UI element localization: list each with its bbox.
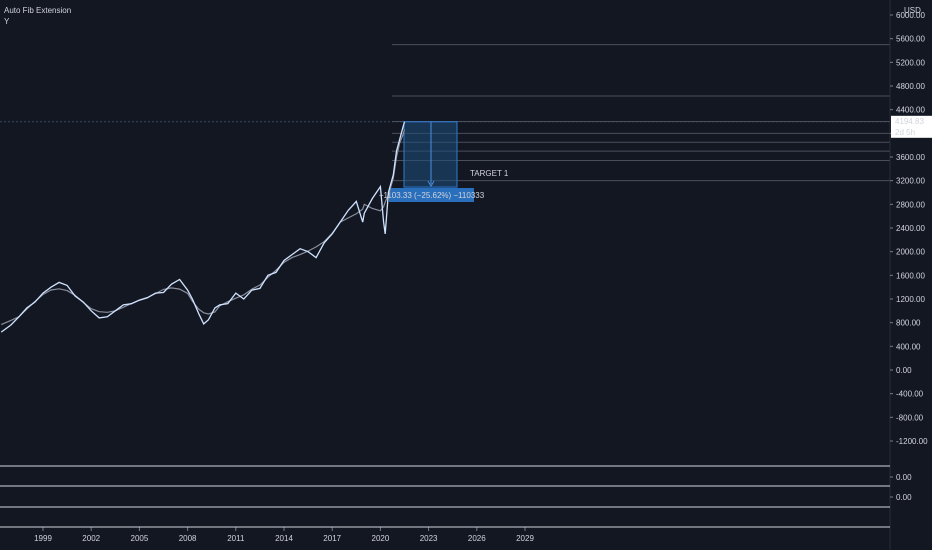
- x-tick-label: 2020: [372, 534, 390, 543]
- price-line: [0, 121, 406, 333]
- target-label: TARGET 1: [470, 169, 509, 178]
- y-tick-label: 0.00: [896, 366, 912, 375]
- price-series: [0, 121, 406, 333]
- y-tick-label: 2800.00: [896, 200, 925, 209]
- x-tick-label: 2029: [516, 534, 534, 543]
- y-tick-label: 5600.00: [896, 35, 925, 44]
- y-tick-label: 400.00: [896, 342, 921, 351]
- y-tick-label: 1600.00: [896, 271, 925, 280]
- currency-label: USD: [904, 6, 921, 15]
- x-tick-label: 2011: [227, 534, 245, 543]
- y-tick-label: 1200.00: [896, 295, 925, 304]
- pane-value-label: 0.00: [896, 493, 912, 502]
- x-tick-label: 2017: [323, 534, 341, 543]
- pane-value-label: 0.00: [896, 473, 912, 482]
- last-price-label: 4194.83: [895, 117, 924, 126]
- x-tick-label: 2008: [179, 534, 197, 543]
- x-tick-label: 2005: [131, 534, 149, 543]
- x-tick-label: 2002: [82, 534, 100, 543]
- y-tick-label: 3600.00: [896, 153, 925, 162]
- x-tick-label: 2026: [468, 534, 486, 543]
- measure-label-box[interactable]: [389, 188, 474, 202]
- measure-label: −1103.33 (−25.62%) −110333: [379, 191, 485, 200]
- x-tick-label: 2014: [275, 534, 293, 543]
- measure-arrow-head: [427, 180, 435, 188]
- x-tick-label: 1999: [34, 534, 52, 543]
- chart-title: Auto Fib Extension Y: [4, 5, 71, 27]
- y-tick-label: 4400.00: [896, 106, 925, 115]
- last-price-box[interactable]: [891, 115, 932, 138]
- y-tick-label: -1200.00: [896, 437, 928, 446]
- y-tick-label: 800.00: [896, 319, 921, 328]
- measure-tool[interactable]: −1103.33 (−25.62%) −110333 TARGET 1: [379, 121, 509, 202]
- y-tick-label: 4800.00: [896, 82, 925, 91]
- y-tick-label: 2000.00: [896, 248, 925, 257]
- y-tick-label: 6000.00: [896, 11, 925, 20]
- x-tick-label: 2023: [420, 534, 438, 543]
- y-tick-label: -400.00: [896, 390, 924, 399]
- time-scale[interactable]: 1999 2002 2005 2008 2011 2014 2017 2020 2023 2026…: [34, 527, 534, 543]
- bar-countdown-label: 2d 5h: [895, 128, 915, 137]
- y-tick-label: 3200.00: [896, 177, 925, 186]
- interval-label: Y: [4, 17, 10, 26]
- indicator-name: Auto Fib Extension: [4, 6, 72, 15]
- y-tick-label: -800.00: [896, 413, 924, 422]
- y-tick-label: 5200.00: [896, 58, 925, 67]
- y-tick-label: 2400.00: [896, 224, 925, 233]
- moving-average-line: [0, 129, 406, 326]
- price-scale[interactable]: 6000.005600.005200.004800.004400.004000.…: [889, 0, 932, 550]
- lower-panes: 0.00 0.00: [0, 465, 912, 528]
